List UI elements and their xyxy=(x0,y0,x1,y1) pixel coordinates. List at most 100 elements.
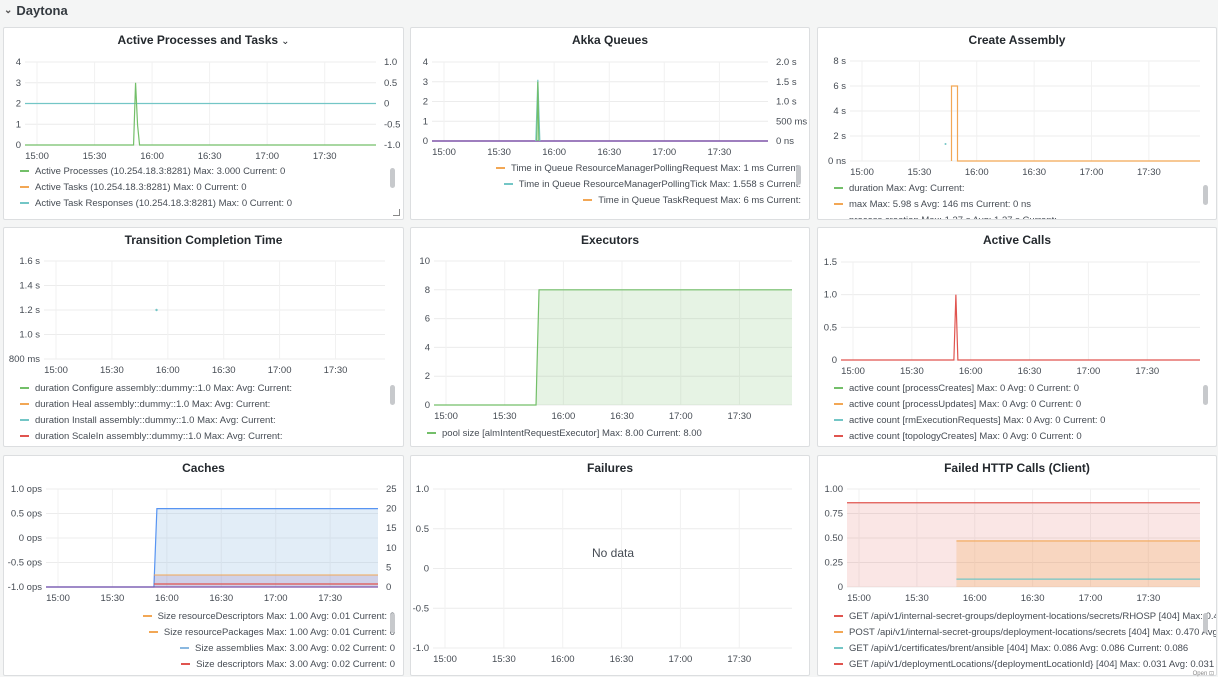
x-tick-label: 16:30 xyxy=(1018,366,1042,377)
chevron-down-icon[interactable]: ⌄ xyxy=(4,4,13,16)
legend-item[interactable]: GET /api/v1/deploymentLocations/{deploym… xyxy=(834,659,1217,670)
legend-swatch xyxy=(834,647,843,650)
panel-active-processes-and-tasks[interactable]: Active Processes and Tasks ⌄ 4 3 2 1 0 1.0 0.5 0 -… xyxy=(3,27,404,220)
legend-item[interactable]: Size resourcePackages Max: 1.00 Avg: 0.0… xyxy=(148,627,395,638)
panel-failures[interactable]: Failures 1.0 0.5 0 -0.5 -1.0 15:00 15:30 16:00 16… xyxy=(410,455,810,676)
panel-create-assembly[interactable]: Create Assembly 8 s 6 s 4 s 2 s 0 ns 15:00 15:3… xyxy=(817,27,1217,220)
x-tick-label: 16:00 xyxy=(155,593,179,604)
legend-scrollbar[interactable] xyxy=(1203,185,1208,205)
legend-scrollbar[interactable] xyxy=(390,613,395,633)
legend-item[interactable]: Active Task Responses (10.254.18.3:8281)… xyxy=(20,198,292,209)
legend-item[interactable]: active count [processCreates] Max: 0 Avg… xyxy=(834,383,1079,394)
x-tick-label: 15:30 xyxy=(487,147,511,158)
panel-caches[interactable]: Caches 1.0 ops 0.5 ops 0 ops -0.5 ops -1.0 op… xyxy=(3,455,404,676)
legend-item[interactable]: duration Install assembly::dummy::1.0 Ma… xyxy=(20,415,276,426)
legend-scrollbar[interactable] xyxy=(390,385,395,405)
y-tick-label: 1.4 s xyxy=(19,281,40,292)
legend-item[interactable]: active count [rmExecutionRequests] Max: … xyxy=(834,415,1105,426)
x-tick-label: 17:30 xyxy=(318,593,342,604)
x-tick-label: 15:00 xyxy=(25,151,49,162)
y-right-tick-label: 0 ns xyxy=(776,136,794,147)
legend-item[interactable]: Active Tasks (10.254.18.3:8281) Max: 0 C… xyxy=(20,182,247,193)
panel-title-text: Create Assembly xyxy=(968,33,1066,47)
legend-item[interactable]: Size assemblies Max: 3.00 Avg: 0.02 Curr… xyxy=(180,643,395,654)
legend-item[interactable]: Time in Queue TaskRequest Max: 6 ms Curr… xyxy=(583,195,801,206)
y-tick-label: 0 ns xyxy=(828,156,846,167)
panel-active-calls[interactable]: Active Calls 1.5 1.0 0.5 0 15:00 15:30 16:00 16:… xyxy=(817,227,1217,447)
legend-text: duration Configure assembly::dummy::1.0 … xyxy=(35,383,292,394)
legend-item[interactable]: GET /api/v1/certificates/brent/ansible [… xyxy=(834,643,1188,654)
legend-text: active count [topologyCreates] Max: 0 Av… xyxy=(849,431,1082,442)
legend-text: duration Install assembly::dummy::1.0 Ma… xyxy=(35,415,276,426)
legend-item[interactable]: duration Max: Avg: Current: xyxy=(834,183,964,194)
x-tick-label: 15:00 xyxy=(850,167,874,178)
x-tick-label: 16:00 xyxy=(551,654,575,665)
x-tick-label: 17:00 xyxy=(652,147,676,158)
legend-swatch xyxy=(181,663,191,666)
legend-scrollbar[interactable] xyxy=(796,165,801,185)
panel-failed-http-calls-client[interactable]: Failed HTTP Calls (Client) 1.00 0.75 0.50 0.… xyxy=(817,455,1217,676)
legend-item[interactable]: duration Configure assembly::dummy::1.0 … xyxy=(20,383,292,394)
panel-title[interactable]: Transition Completion Time xyxy=(4,233,403,247)
y-tick-label: 0 xyxy=(832,355,837,366)
legend-item[interactable]: pool size [almIntentRequestExecutor] Max… xyxy=(427,428,702,439)
chart-svg: 4 3 2 1 0 1.0 0.5 0 -0.5 -1.0 15:00 15:30 16:00 16:30… xyxy=(16,57,401,162)
panel-title-text: Failures xyxy=(586,461,634,475)
legend-swatch xyxy=(20,403,29,406)
legend-item[interactable]: max Max: 5.98 s Avg: 146 ms Current: 0 n… xyxy=(834,199,1031,210)
y-tick-label: 0 xyxy=(423,136,428,147)
legend-item[interactable]: active count [topologyCreates] Max: 0 Av… xyxy=(834,431,1082,442)
panel-title[interactable]: Failures xyxy=(411,461,809,475)
x-tick-label: 17:30 xyxy=(1135,366,1159,377)
row-header[interactable]: ⌄ Daytona xyxy=(4,0,68,20)
x-tick-label: 15:30 xyxy=(100,365,124,376)
y-right-tick-label: -0.5 xyxy=(384,119,400,130)
y-tick-label: 0 xyxy=(838,582,843,593)
panel-title[interactable]: Caches xyxy=(4,461,403,475)
series-topology-creates xyxy=(841,294,1200,361)
legend-item[interactable]: Size resourceDescriptors Max: 1.00 Avg: … xyxy=(142,611,395,622)
legend-item[interactable]: Time in Queue ResourceManagerPollingTick… xyxy=(503,179,801,190)
legend-scrollbar[interactable] xyxy=(1203,613,1208,633)
panel-title[interactable]: Create Assembly xyxy=(818,33,1216,47)
x-tick-label: 17:00 xyxy=(255,151,279,162)
panel-title[interactable]: Active Processes and Tasks ⌄ xyxy=(4,33,403,47)
legend-item[interactable]: duration ScaleIn assembly::dummy::1.0 Ma… xyxy=(20,431,282,442)
y-tick-label: 2 xyxy=(425,371,430,382)
y-tick-label: 1.5 xyxy=(824,257,837,268)
legend-item[interactable]: Size descriptors Max: 3.00 Avg: 0.02 Cur… xyxy=(181,659,395,670)
chevron-down-icon[interactable]: ⌄ xyxy=(281,36,290,47)
panel-title[interactable]: Executors xyxy=(411,233,809,247)
x-tick-label: 17:30 xyxy=(1137,167,1161,178)
y-tick-label: 1.0 s xyxy=(19,330,40,341)
legend-swatch xyxy=(20,419,29,422)
legend-text: active count [rmExecutionRequests] Max: … xyxy=(849,415,1106,426)
panel-transition-completion-time[interactable]: Transition Completion Time 1.6 s 1.4 s 1.2 … xyxy=(3,227,404,447)
x-tick-label: 16:30 xyxy=(1022,167,1046,178)
legend-item[interactable]: GET /api/v1/internal-secret-groups/deplo… xyxy=(834,611,1217,622)
y-tick-label: 1.0 xyxy=(416,484,429,495)
legend-text: GET /api/v1/deploymentLocations/{deploym… xyxy=(849,659,1217,670)
legend-item[interactable]: duration Heal assembly::dummy::1.0 Max: … xyxy=(20,399,270,410)
legend-item[interactable]: active count [processUpdates] Max: 0 Avg… xyxy=(834,399,1081,410)
panel-title[interactable]: Active Calls xyxy=(818,233,1216,247)
legend-item[interactable]: POST /api/v1/internal-secret-groups/depl… xyxy=(834,627,1216,638)
y-right-tick-label: 0.5 xyxy=(384,78,397,89)
legend-item[interactable]: process creation Max: 1.37 s Avg: 1.37 s… xyxy=(834,215,1057,219)
x-tick-label: 15:00 xyxy=(433,654,457,665)
legend-item[interactable]: Active Processes (10.254.18.3:8281) Max:… xyxy=(20,166,285,177)
panel-executors[interactable]: Executors 10 8 6 4 2 0 15:00 15:30 16:00 16:30 17:0… xyxy=(410,227,810,447)
legend-scrollbar[interactable] xyxy=(1203,385,1208,405)
panel-title[interactable]: Akka Queues xyxy=(411,33,809,47)
chart-svg: 1.6 s 1.4 s 1.2 s 1.0 s 800 ms 15:00 15:30 16:0… xyxy=(9,256,385,376)
panel-title[interactable]: Failed HTTP Calls (Client) xyxy=(818,461,1216,475)
legend-scrollbar[interactable] xyxy=(390,168,395,188)
legend-text: active count [processUpdates] Max: 0 Avg… xyxy=(849,399,1082,410)
legend-text: GET /api/v1/internal-secret-groups/deplo… xyxy=(849,611,1217,622)
panel-akka-queues[interactable]: Akka Queues 4 3 2 1 0 2.0 s 1.5 s 1.0 s 500 ms 0 n… xyxy=(410,27,810,220)
y-tick-label: -1.0 ops xyxy=(8,582,43,593)
legend-item[interactable]: Time in Queue ResourceManagerPollingRequ… xyxy=(495,163,801,174)
y-right-tick-label: 500 ms xyxy=(776,116,807,127)
y-right-tick-label: 20 xyxy=(386,504,397,515)
resize-handle[interactable] xyxy=(393,209,400,216)
